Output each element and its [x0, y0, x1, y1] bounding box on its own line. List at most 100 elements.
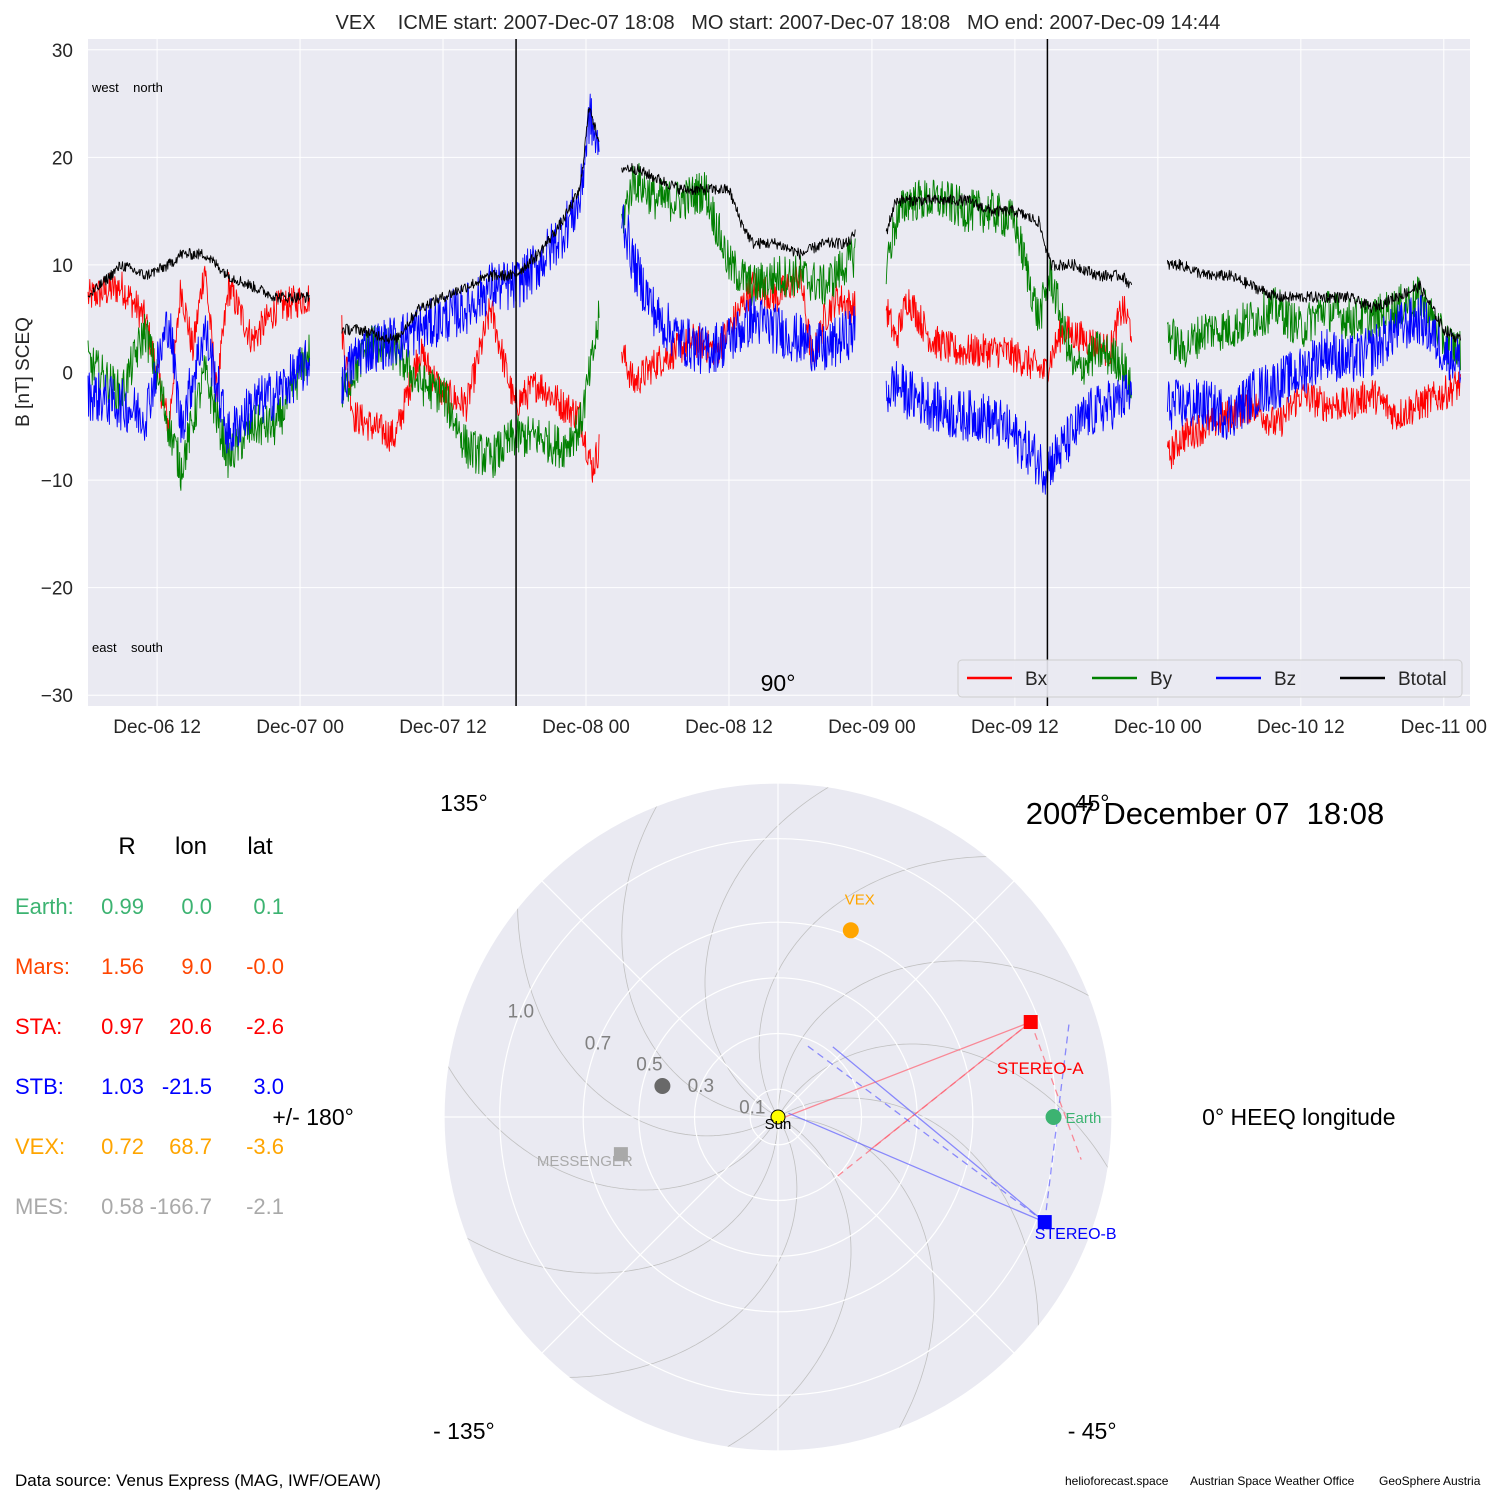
- table-row-name: Earth:: [15, 894, 74, 919]
- table-row-name: STB:: [15, 1074, 64, 1099]
- body-marker-sun: [770, 1109, 786, 1125]
- body-marker-sta: [1023, 1015, 1038, 1030]
- angle-tick-label: 90°: [761, 670, 796, 696]
- table-cell-r: 0.99: [101, 894, 144, 919]
- table-cell-lat: -2.1: [246, 1194, 284, 1219]
- table-cell-lat: 3.0: [253, 1074, 284, 1099]
- planet-markers: Sun Earth STEREO-A STEREO-B VEX MESSENGER: [537, 891, 1117, 1243]
- radial-tick-labels: 0.1 0.3 0.5 0.7 1.0: [508, 1001, 766, 1118]
- x-tick-label: Dec-08 00: [542, 717, 630, 738]
- legend-box: [957, 659, 1463, 698]
- table-row-name: MES:: [15, 1194, 69, 1219]
- stereo-b-fov-line: [804, 1043, 1046, 1223]
- radial-tick-label: 1.0: [508, 1001, 534, 1022]
- timeseries-lines: [87, 93, 1461, 495]
- body-label-sta: STEREO-A: [997, 1059, 1085, 1078]
- credit-aswo: Austrian Space Weather Office: [1190, 1474, 1355, 1488]
- x-tick-label: Dec-06 12: [113, 717, 201, 738]
- x-tick-label: Dec-07 12: [399, 717, 487, 738]
- x-tick-label: Dec-11 00: [1401, 717, 1487, 738]
- series-line-by: [87, 162, 1461, 491]
- x-tick-label: Dec-09 12: [971, 717, 1059, 738]
- radial-tick-label: 0.1: [739, 1097, 765, 1118]
- body-label-earth: Earth: [1066, 1110, 1102, 1127]
- table-cell-r: 0.58: [101, 1194, 144, 1219]
- body-marker-vex: [842, 922, 859, 939]
- x-tick-label: Dec-08 12: [685, 717, 773, 738]
- angle-gridline: [777, 1116, 1015, 1354]
- table-header-lat: lat: [247, 833, 273, 860]
- body-marker-stb: [1037, 1215, 1052, 1230]
- y-tick-label: −30: [41, 686, 73, 707]
- table-row-name: VEX:: [15, 1134, 65, 1159]
- x-tick-labels: Dec-06 12 Dec-07 00 Dec-07 12 Dec-08 00 Dec-…: [113, 717, 1487, 738]
- table-cell-lat: -3.6: [246, 1134, 284, 1159]
- table-row-name: Mars:: [15, 954, 70, 979]
- radial-tick-label: 0.5: [636, 1055, 662, 1076]
- angle-tick-label: - 45°: [1068, 1418, 1117, 1444]
- table-cell-lon: -21.5: [162, 1074, 212, 1099]
- x-tick-label: Dec-10 00: [1114, 717, 1202, 738]
- y-tick-label: −20: [41, 579, 73, 600]
- polar-title: 2007 December 07 18:08: [1026, 796, 1384, 831]
- table-cell-r: 1.03: [101, 1074, 144, 1099]
- x-tick-label: Dec-07 00: [256, 717, 344, 738]
- series-line-btotal: [87, 107, 1461, 346]
- table-cell-lon: -166.7: [150, 1194, 212, 1219]
- radial-tick-label: 0.7: [585, 1033, 611, 1054]
- series-line-bx: [87, 259, 1461, 483]
- angle-tick-label: 0° HEEQ longitude: [1202, 1104, 1395, 1130]
- series-line-bz: [87, 93, 1461, 495]
- table-header-lon: lon: [175, 833, 207, 860]
- body-label-stb: STEREO-B: [1035, 1226, 1117, 1243]
- timeseries-title: VEX ICME start: 2007-Dec-07 18:08 MO sta…: [336, 12, 1221, 34]
- y-tick-label: 0: [62, 364, 73, 385]
- y-tick-label: 30: [52, 41, 73, 62]
- y-tick-label: 10: [52, 256, 73, 277]
- table-cell-lon: 0.0: [181, 894, 212, 919]
- stereo-a-fov-line: [833, 1021, 1032, 1180]
- angle-tick-label: - 135°: [433, 1418, 495, 1444]
- y-tick-label: −10: [41, 471, 73, 492]
- table-cell-lat: -2.6: [246, 1014, 284, 1039]
- angle-tick-label: +/- 180°: [272, 1104, 353, 1130]
- x-tick-label: Dec-10 12: [1257, 717, 1345, 738]
- table-cell-lat: 0.1: [253, 894, 284, 919]
- body-label-sun: Sun: [765, 1116, 792, 1133]
- body-marker-mes: [613, 1147, 628, 1162]
- legend-items: Bx By Bz Btotal: [967, 669, 1447, 690]
- radial-tick-label: 0.3: [688, 1076, 714, 1097]
- table-cell-lon: 68.7: [169, 1134, 212, 1159]
- table-row-name: STA:: [15, 1014, 62, 1039]
- table-header-r: R: [118, 833, 135, 860]
- polar-grid: [443, 782, 1113, 1452]
- angle-tick-label: 135°: [440, 790, 488, 816]
- polar-position-plot: 0.1 0.3 0.5 0.7 1.0 0° HEEQ longitude 45° 90° 1…: [272, 670, 1395, 1452]
- legend-label-btotal: Btotal: [1398, 669, 1447, 690]
- y-tick-labels: 30 20 10 0 −10 −20 −30: [41, 41, 73, 707]
- angle-tick-labels: 0° HEEQ longitude 45° 90° 135° +/- 180° - 135…: [272, 670, 1395, 1444]
- credit-helioforecast: helioforecast.space: [1065, 1474, 1169, 1488]
- angle-gridline: [777, 880, 1015, 1118]
- y-axis-label: B [nT] SCEQ: [13, 317, 34, 427]
- angle-gridline: [541, 1116, 779, 1354]
- table-cell-r: 1.56: [101, 954, 144, 979]
- body-label-mes: MESSENGER: [537, 1153, 633, 1170]
- credit-geosphere: GeoSphere Austria: [1379, 1474, 1481, 1488]
- x-tick-label: Dec-09 00: [828, 717, 916, 738]
- corner-label-top: west north: [91, 80, 163, 95]
- stereo-b-fov-line: [788, 1112, 1045, 1223]
- body-marker-earth: [1045, 1109, 1062, 1125]
- table-cell-lat: -0.0: [246, 954, 284, 979]
- stereo-b-fov-line: [832, 1046, 1046, 1223]
- stereo-a-fov-line: [783, 1021, 1031, 1119]
- table-cell-lon: 9.0: [181, 954, 212, 979]
- table-cell-r: 0.97: [101, 1014, 144, 1039]
- angle-tick-label: 45°: [1075, 790, 1110, 816]
- table-cell-r: 0.72: [101, 1134, 144, 1159]
- stereo-a-fov-line: [1030, 1021, 1082, 1160]
- event-markers: [515, 39, 1049, 706]
